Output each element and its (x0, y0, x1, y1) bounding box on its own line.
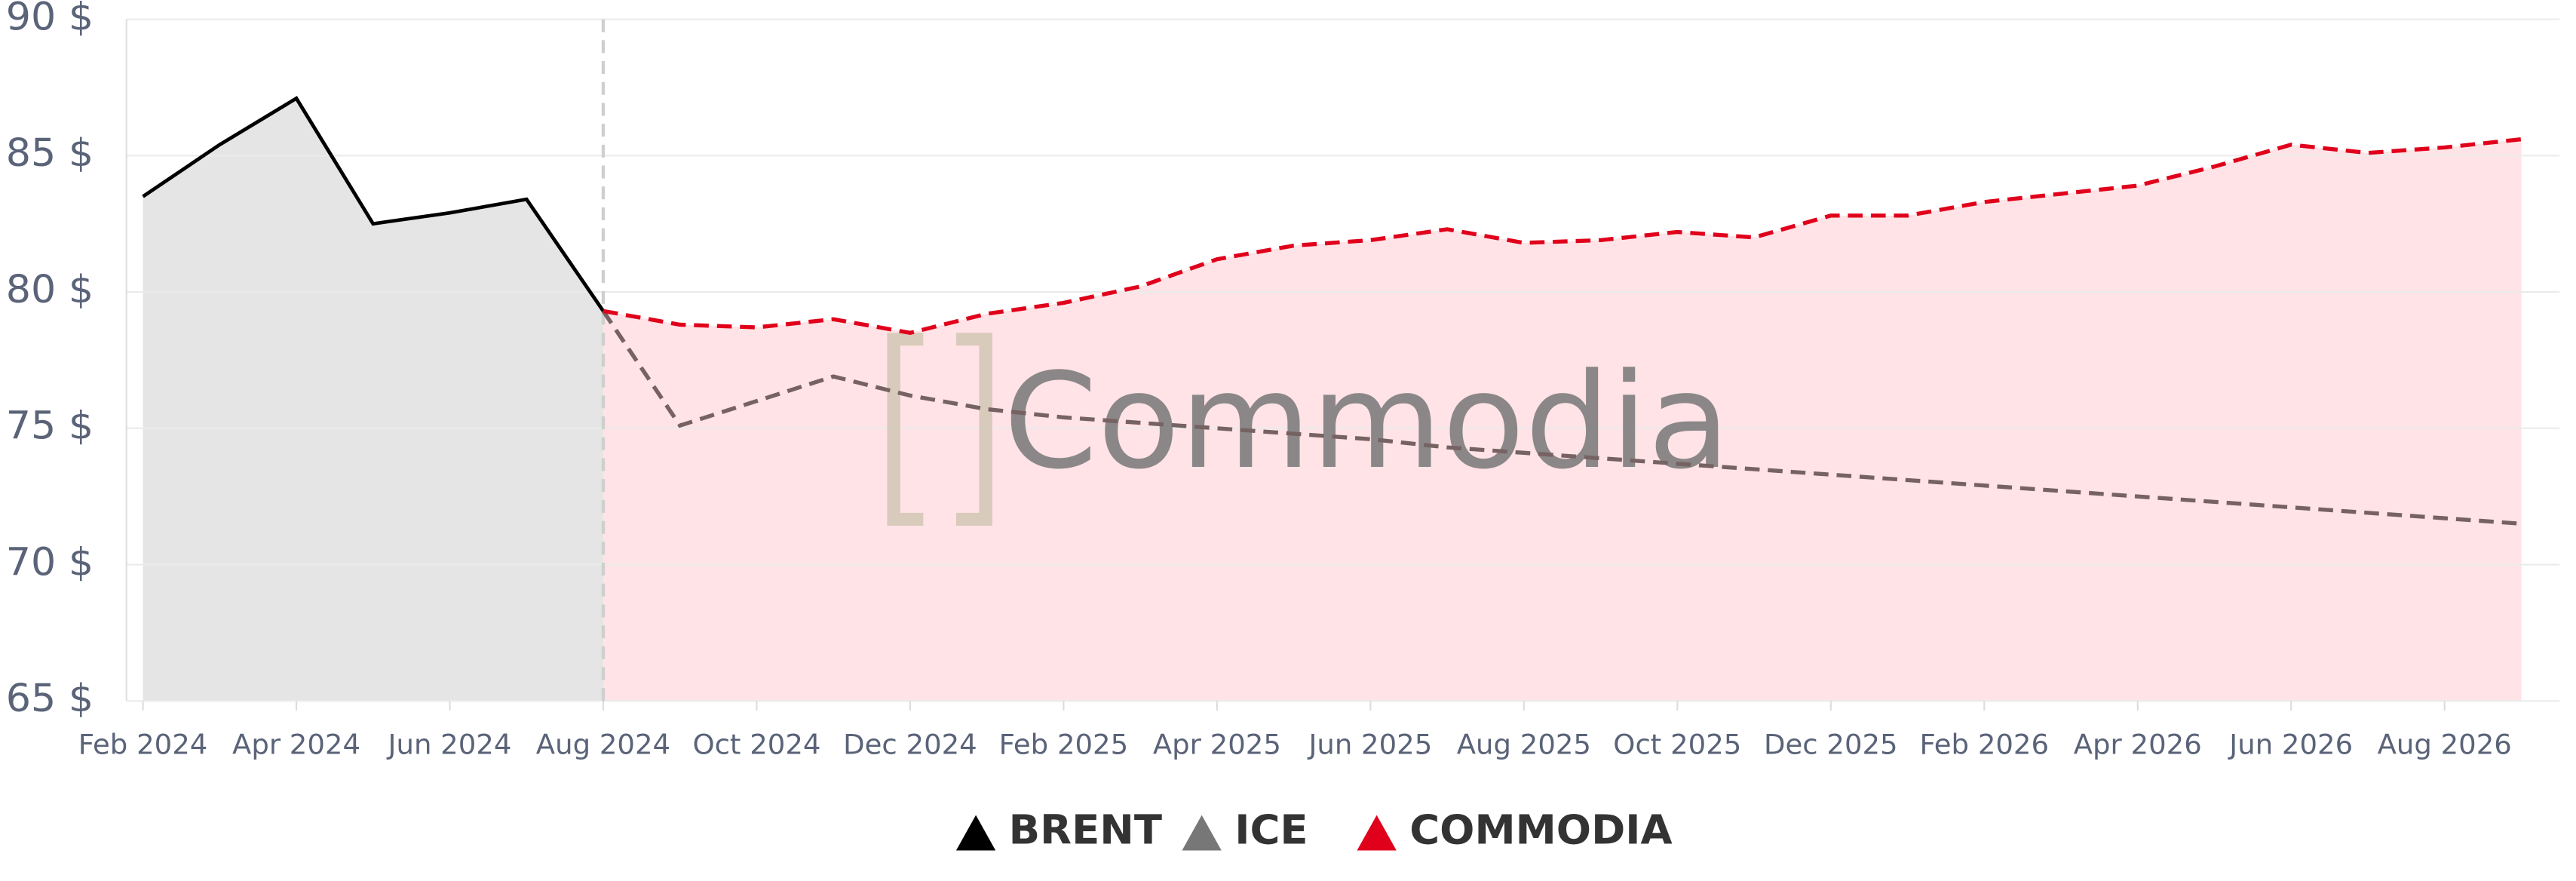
legend-label: BRENT (1009, 806, 1163, 853)
x-tick-label: Aug 2026 (2378, 729, 2512, 761)
y-tick-label: 65 $ (6, 677, 94, 721)
labels: 65 $ 70 $ 75 $ 80 $ 85 $ 90 $ Feb 2024 Apr 2024… (6, 0, 2512, 760)
series-area (603, 139, 2522, 701)
y-tick-label: 90 $ (6, 0, 94, 39)
series-area (143, 98, 603, 701)
legend-label: COMMODIA (1409, 806, 1673, 853)
watermark: Commodia (1004, 345, 1731, 499)
x-tick-label: Apr 2024 (232, 729, 360, 761)
legend-label: ICE (1234, 806, 1308, 853)
y-tick-label: 85 $ (6, 131, 94, 176)
x-tick-label: Jun 2025 (1307, 729, 1432, 761)
x-tick-label: Jun 2024 (387, 729, 512, 761)
y-tick-label: 75 $ (6, 404, 94, 448)
x-tick-label: Aug 2025 (1457, 729, 1591, 761)
legend: BRENT ICE COMMODIA (955, 806, 1673, 853)
x-tick-label: Aug 2024 (536, 729, 670, 761)
series-line (603, 137, 2522, 336)
x-tick-label: Jun 2026 (2228, 729, 2353, 761)
lines (142, 96, 2522, 526)
series-line (142, 96, 605, 312)
y-tick-label: 80 $ (6, 267, 94, 312)
areas (143, 98, 2522, 701)
x-tick-label: Dec 2024 (843, 729, 977, 761)
x-tick-label: Feb 2025 (999, 729, 1129, 761)
watermark-logo (887, 333, 992, 526)
legend-symbol (1182, 815, 1222, 851)
x-tick-label: Feb 2026 (1920, 729, 2050, 761)
x-tick-label: Apr 2025 (1153, 729, 1281, 761)
x-tick-label: Oct 2024 (692, 729, 820, 761)
grid (125, 18, 2560, 711)
series-line (601, 309, 2522, 526)
x-tick-label: Feb 2024 (78, 729, 208, 761)
y-tick-label: 70 $ (6, 540, 94, 585)
legend-symbol (1357, 815, 1397, 851)
x-tick-label: Apr 2026 (2074, 729, 2202, 761)
x-tick-label: Oct 2025 (1613, 729, 1741, 761)
legend-symbol (955, 815, 996, 851)
x-tick-label: Dec 2025 (1764, 729, 1898, 761)
